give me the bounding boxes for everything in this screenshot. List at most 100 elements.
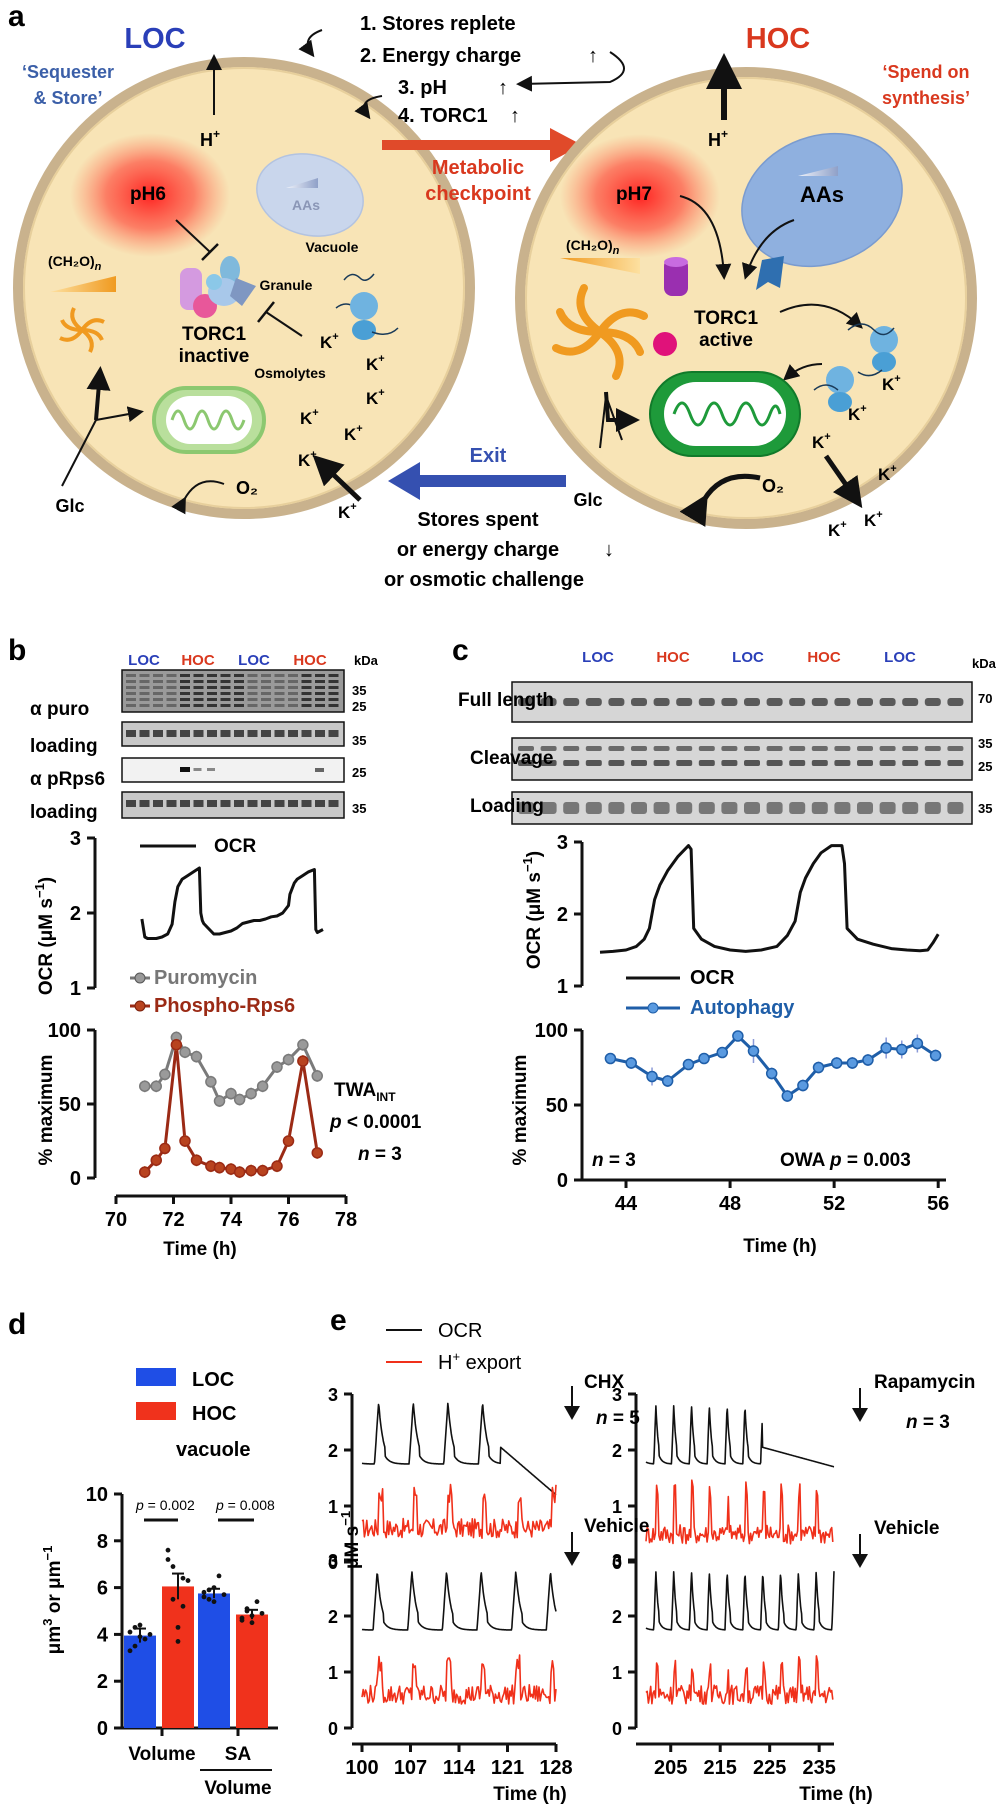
c-ocr-chart: 1 2 3 [557, 832, 940, 998]
c-point [911, 1037, 924, 1050]
loc-mitochondrion [152, 386, 266, 454]
loc-granule-label: Granule [260, 277, 313, 293]
c-pct-y-tick-label: 50 [546, 1095, 568, 1117]
loc-osmolytes: Osmolytes [254, 365, 326, 381]
b-band [261, 686, 271, 689]
b-marker-loading2-35: 35 [352, 801, 366, 816]
b-band [288, 800, 298, 807]
e-treatment-vehicle-2: Vehicle [874, 1518, 940, 1539]
b-point [179, 1135, 191, 1147]
c-point [604, 1052, 617, 1065]
e-vehicle-2-x-tick-label: 215 [704, 1757, 737, 1779]
c-band [676, 746, 693, 751]
e-rapamycin-y-tick-label: 0 [612, 1553, 622, 1573]
d-point [137, 1634, 143, 1640]
loc-ribosome [335, 273, 399, 340]
c-marker-25: 25 [978, 759, 992, 774]
d-legend-swatch-hoc [136, 1402, 176, 1420]
d-point [254, 1599, 260, 1605]
b-band [220, 698, 231, 701]
b-point [190, 1154, 203, 1166]
b-band [288, 730, 298, 737]
e-vehicle-1-x-tick-label: 121 [491, 1757, 524, 1779]
d-point [127, 1629, 133, 1635]
b-point [213, 1161, 226, 1174]
b-point [150, 1154, 162, 1166]
c-band [834, 802, 851, 814]
b-band [315, 674, 325, 677]
b-band [139, 800, 150, 807]
c-blot-label-1: Full length [458, 690, 554, 711]
d-bar [236, 1614, 268, 1728]
c-band [811, 698, 828, 706]
c-band [924, 760, 941, 766]
b-point [311, 1070, 323, 1082]
c-band [721, 746, 738, 751]
c-band [563, 802, 580, 814]
b-point [170, 1039, 183, 1051]
d-y-tick-label: 10 [86, 1484, 108, 1506]
c-xlabel: Time (h) [743, 1236, 817, 1257]
b-ocr-ylabel: OCR (μM s−1) [32, 877, 57, 995]
b-band [328, 800, 339, 807]
b-band [301, 686, 312, 689]
c-band [857, 802, 873, 814]
c-band [721, 760, 738, 766]
e-chx-h-export-line [361, 1483, 557, 1539]
c-point [846, 1057, 859, 1069]
b-band [247, 686, 258, 689]
e-vehicle-1-y-tick-label: 0 [328, 1719, 338, 1739]
e-vehicle-2-x-tick-label: 205 [654, 1757, 687, 1779]
c-band [585, 760, 602, 766]
c-band [721, 698, 738, 706]
c-point [625, 1057, 637, 1069]
hoc-k-ions: K+ K+ K+ K+ K+ K+ [812, 373, 901, 540]
c-band [585, 698, 602, 706]
d-point [165, 1557, 171, 1562]
b-band [220, 800, 231, 807]
b-point [245, 1087, 257, 1100]
b-band [328, 680, 339, 683]
b-band [301, 680, 312, 683]
b-band [180, 686, 190, 689]
c-band [631, 746, 647, 751]
svg-text:K+: K+ [300, 407, 319, 428]
d-legend-loc: LOC [192, 1369, 234, 1391]
b-stat-twa: TWAINT [334, 1080, 396, 1104]
e-n-2: n = 3 [906, 1412, 950, 1433]
e-rapamycin-y-tick-label: 2 [612, 1441, 622, 1461]
svg-text:K+: K+ [812, 431, 831, 452]
b-band [274, 800, 285, 807]
loc-carb: (CH₂O)n [48, 253, 102, 273]
b-band [261, 730, 271, 737]
c-band [947, 746, 964, 751]
d-point [244, 1608, 250, 1614]
loc-o2: O₂ [236, 478, 258, 498]
c-band [518, 760, 534, 766]
c-band [540, 802, 557, 814]
c-blot-label-3: Loading [470, 796, 544, 817]
d-ylabel: μm3 or μm−1 [40, 1546, 65, 1655]
hoc-aas: AAs [800, 182, 844, 207]
b-band [139, 698, 150, 701]
b-band [139, 704, 150, 707]
e-n-1: n = 5 [596, 1408, 640, 1429]
b-band [180, 730, 190, 737]
c-ocr-y-tick-label: 3 [557, 832, 568, 854]
b-band [207, 698, 217, 701]
c-band [789, 760, 806, 766]
c-lane-1: LOC [582, 649, 614, 666]
b-band [166, 692, 177, 695]
c-band [789, 746, 806, 751]
c-band [857, 760, 873, 766]
c-band [834, 746, 851, 751]
exit-arrow [388, 462, 566, 500]
b-band [166, 698, 177, 701]
b-point [139, 1080, 151, 1092]
step-2-up: ↑ [588, 45, 598, 67]
c-band [744, 802, 760, 814]
b-band [220, 692, 231, 695]
b-band [288, 686, 298, 689]
e-vehicle-1-y-tick-label: 1 [328, 1663, 338, 1683]
